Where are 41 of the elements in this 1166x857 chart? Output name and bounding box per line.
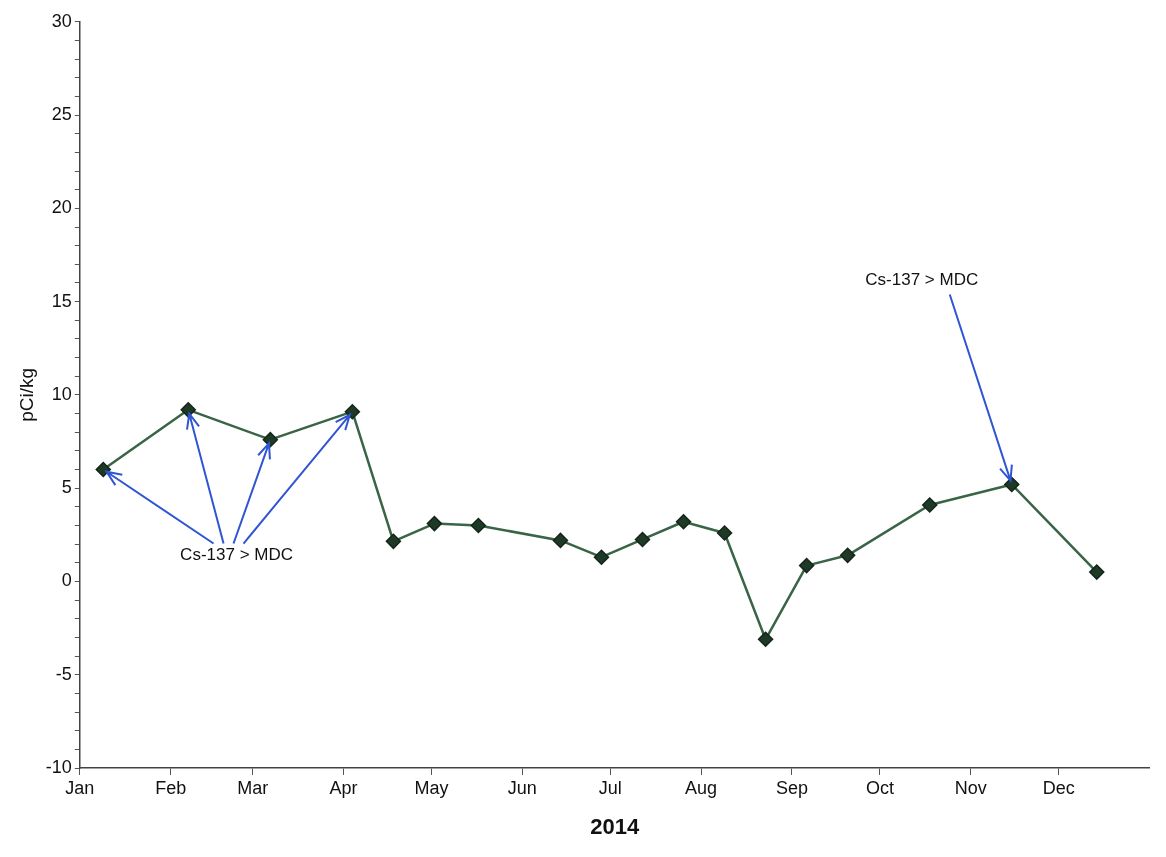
x-tick-label: Jun bbox=[507, 777, 537, 798]
x-tick-label: Nov bbox=[954, 777, 987, 798]
point bbox=[552, 532, 569, 549]
x-tick-label: Apr bbox=[329, 777, 358, 798]
y-tick-label: 20 bbox=[51, 197, 72, 218]
point bbox=[839, 547, 856, 564]
point bbox=[344, 403, 361, 420]
point bbox=[675, 514, 692, 530]
point bbox=[798, 557, 815, 574]
y-tick-label: 5 bbox=[61, 477, 72, 498]
point bbox=[470, 517, 487, 534]
y-axis-title: pCi/kg bbox=[15, 367, 37, 422]
x-tick-label: Dec bbox=[1042, 777, 1075, 798]
y-tick-label: 15 bbox=[51, 290, 72, 311]
x-tick-label: Sep bbox=[775, 777, 808, 798]
y-tick-label: 10 bbox=[51, 383, 72, 404]
x-tick-label: Feb bbox=[155, 777, 187, 798]
point bbox=[180, 402, 196, 418]
x-tick-label: Oct bbox=[865, 777, 894, 798]
point bbox=[593, 549, 610, 565]
x-tick-label: Mar bbox=[237, 777, 269, 798]
y-tick-label: 30 bbox=[51, 10, 72, 31]
y-tick-label: 25 bbox=[51, 104, 72, 125]
point bbox=[385, 533, 402, 550]
point bbox=[921, 497, 938, 513]
point bbox=[95, 461, 112, 478]
point bbox=[1089, 564, 1105, 580]
point bbox=[716, 525, 733, 541]
x-tick-label: May bbox=[414, 777, 449, 798]
annotation: Cs-137 > MDC bbox=[180, 545, 293, 565]
y-tick-label: -10 bbox=[45, 756, 72, 777]
x-axis-title: 2014 bbox=[590, 813, 640, 839]
annotation: Cs-137 > MDC bbox=[865, 270, 979, 290]
y-tick-label: -5 bbox=[55, 663, 72, 684]
y-tick-label: 0 bbox=[61, 570, 72, 591]
point bbox=[426, 515, 443, 532]
point bbox=[634, 531, 651, 548]
x-tick-label: Aug bbox=[685, 777, 718, 798]
point bbox=[757, 631, 774, 648]
x-tick-label: Jan bbox=[65, 777, 95, 798]
x-tick-label: Jul bbox=[598, 777, 622, 798]
